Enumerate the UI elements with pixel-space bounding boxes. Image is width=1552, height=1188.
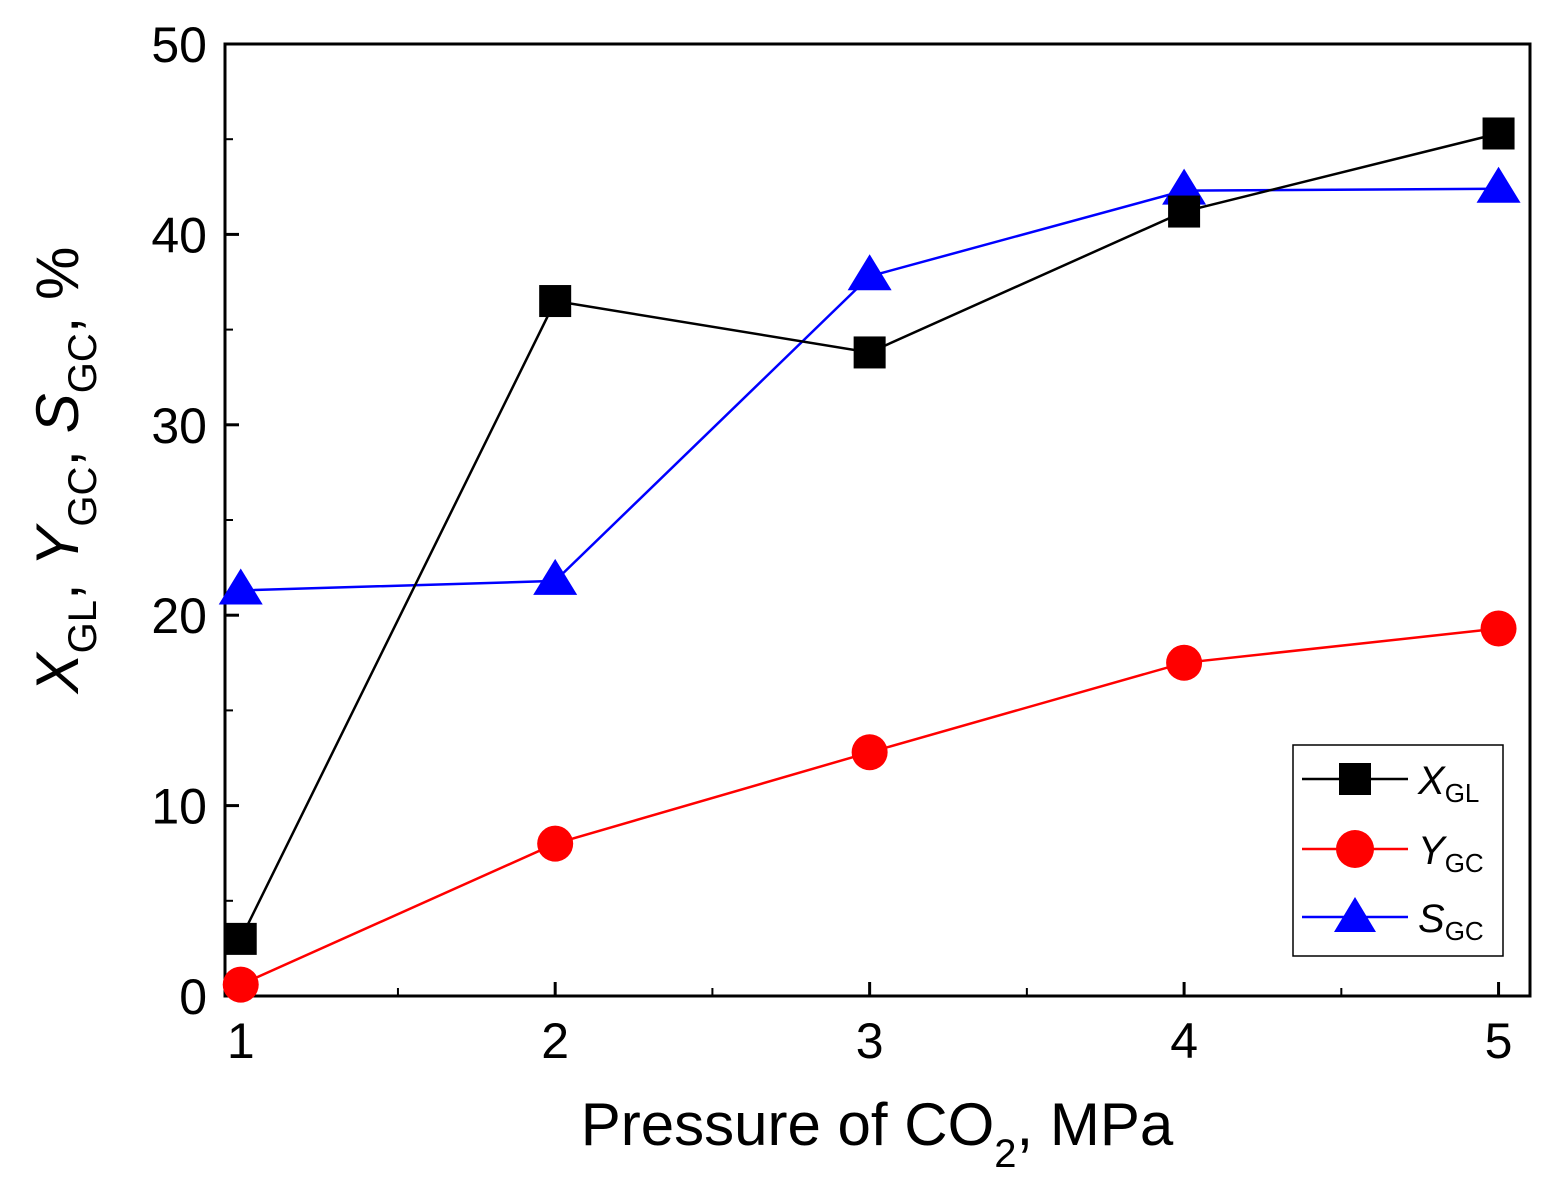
y-tick-label: 20 — [151, 588, 207, 644]
legend-label-xgl: XGL — [1417, 759, 1479, 808]
data-point-ygc — [222, 966, 259, 1003]
y-tick-label: 0 — [179, 969, 207, 1025]
y-tick-label: 40 — [151, 207, 207, 263]
legend-marker-sgc — [1334, 897, 1376, 932]
data-point-ygc — [537, 825, 574, 862]
data-point-xgl — [224, 922, 257, 955]
data-point-sgc — [847, 254, 892, 291]
data-point-xgl — [1168, 195, 1201, 228]
data-point-ygc — [851, 734, 888, 771]
x-tick-label: 3 — [856, 1013, 884, 1069]
x-axis-title: Pressure of CO2, MPa — [581, 1091, 1174, 1176]
data-point-xgl — [539, 285, 572, 318]
x-tick-label: 1 — [227, 1013, 255, 1069]
x-tick-label: 5 — [1485, 1013, 1513, 1069]
data-point-sgc — [218, 568, 263, 605]
y-axis-title: XGL, YGC, SGC, % — [24, 247, 105, 696]
data-point-sgc — [533, 558, 578, 595]
series-line-sgc — [240, 187, 1499, 592]
legend-marker-xgl — [1339, 763, 1371, 795]
data-point-ygc — [1480, 610, 1517, 647]
legend-entry-ygc: YGC — [1302, 829, 1484, 878]
legend-entry-sgc: SGC — [1302, 897, 1484, 946]
x-tick-label: 2 — [541, 1013, 569, 1069]
data-point-xgl — [1482, 117, 1515, 150]
legend-label-ygc: YGC — [1418, 829, 1484, 878]
x-tick-label: 4 — [1170, 1013, 1198, 1069]
data-point-ygc — [1166, 644, 1203, 681]
legend-marker-ygc — [1336, 830, 1374, 868]
data-point-sgc — [1476, 166, 1521, 203]
series-markers — [218, 117, 1521, 1003]
legend-entry-xgl: XGL — [1302, 759, 1479, 808]
legend-label-sgc: SGC — [1418, 897, 1484, 946]
y-tick-label: 10 — [151, 779, 207, 835]
data-point-xgl — [853, 336, 886, 369]
y-tick-label: 30 — [151, 398, 207, 454]
y-tick-label: 50 — [151, 17, 207, 73]
legend: XGL YGC SGC — [1292, 744, 1504, 957]
